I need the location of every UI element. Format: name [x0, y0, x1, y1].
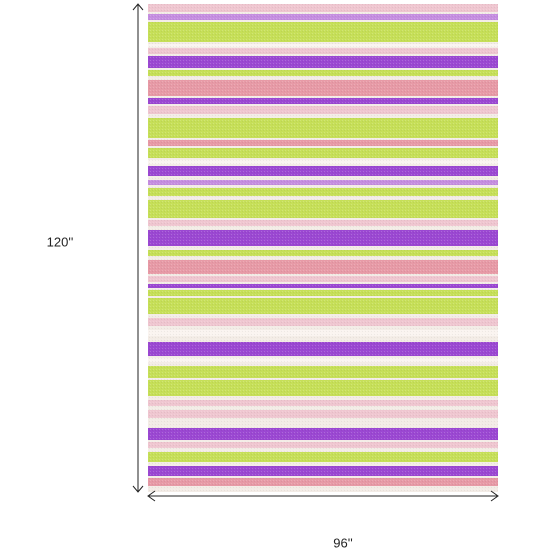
width-label: 96'': [333, 535, 352, 550]
height-dimension: 120'': [47, 3, 144, 493]
width-dimension: 96'': [147, 490, 499, 550]
height-label: 120'': [47, 234, 74, 249]
rug: [148, 4, 498, 492]
width-arrows: [147, 490, 499, 502]
rug-texture: [148, 4, 498, 492]
height-arrows: [132, 3, 144, 493]
